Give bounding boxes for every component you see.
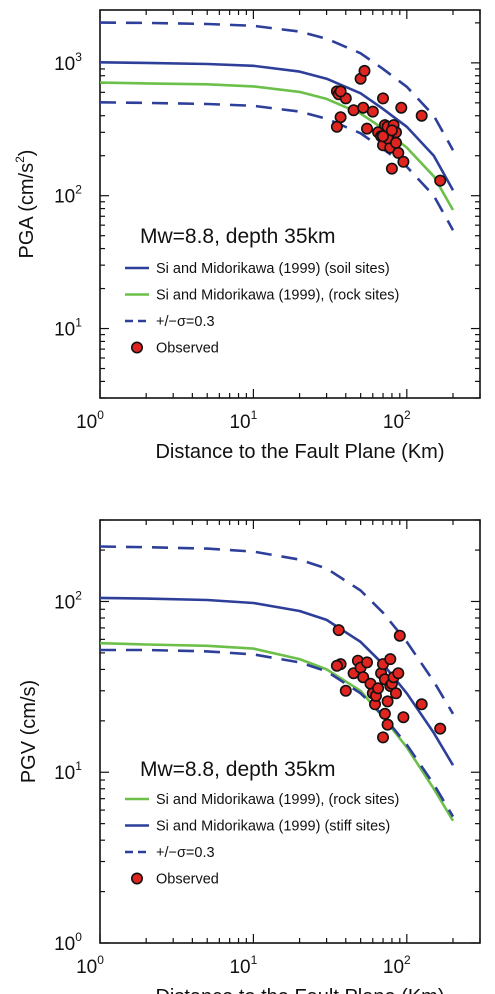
x-tick-label: 102: [383, 408, 411, 433]
observed-point: [376, 130, 389, 143]
observed-point: [384, 653, 397, 666]
pga-chart: 100 101 102 101 102 103 Distance to the Fault …: [13, 9, 481, 463]
observed-point: [434, 722, 447, 735]
soil-sites-curve: [100, 596, 455, 766]
curves: [100, 545, 455, 822]
y-axis-label: PGA (cm/s2): [13, 150, 38, 259]
observed-point: [392, 667, 405, 680]
observed-point: [389, 687, 402, 700]
observed-point: [357, 671, 370, 684]
x-tick-label: 100: [76, 953, 104, 978]
y-tick-label: 101: [54, 316, 82, 341]
rock-sites-curve: [100, 81, 455, 211]
observed-point: [339, 684, 352, 697]
observed-point: [434, 174, 447, 187]
observed-point: [381, 695, 394, 708]
observed-point: [376, 731, 389, 744]
x-tick-label: 102: [383, 953, 411, 978]
observed-point: [330, 659, 343, 672]
y-tick-label: 101: [54, 759, 82, 784]
magnitude-annotation: Mw=8.8, depth 35km: [140, 758, 336, 781]
observed-point: [330, 120, 343, 133]
soil-sites-curve: [100, 61, 455, 191]
y-tick-label: 103: [54, 50, 82, 75]
pgv-chart: 100 101 102 100 101 102 Distance to the Fault …: [18, 519, 481, 994]
plot-frame: [99, 519, 481, 944]
x-axis-label: Distance to the Fault Plane (Km): [155, 986, 444, 994]
y-tick-label: 100: [54, 930, 82, 955]
legend-label: Observed: [156, 872, 219, 888]
sigma-curve: [100, 648, 455, 818]
legend-label: Si and Midorikawa (1999) (soil sites): [156, 261, 390, 277]
observed-point: [372, 682, 385, 695]
plot-frame: [99, 9, 481, 399]
observed-point: [358, 64, 371, 77]
x-tick-label: 101: [229, 408, 257, 433]
sigma-curve: [100, 101, 455, 231]
legend-label: Si and Midorikawa (1999), (rock sites): [156, 792, 399, 808]
sigma-curve: [100, 545, 455, 715]
observed-point: [360, 656, 373, 669]
y-tick-label: 102: [54, 588, 82, 613]
observed-point: [385, 124, 398, 137]
y-axis-label: PGV (cm/s): [18, 680, 40, 783]
legend-swatch-observed: [131, 341, 144, 354]
x-axis-label: Distance to the Fault Plane (Km): [155, 441, 444, 463]
legend-label: +/−σ=0.3: [156, 314, 215, 330]
observed-point: [389, 136, 402, 149]
observed-point: [376, 92, 389, 105]
legend-label: Observed: [156, 341, 219, 357]
observed-point: [397, 155, 410, 168]
observed-point: [334, 85, 347, 98]
legend-label: Si and Midorikawa (1999), (rock sites): [156, 288, 399, 304]
observed-point: [378, 707, 391, 720]
legend-label: +/−σ=0.3: [156, 845, 215, 861]
x-tick-label: 101: [229, 953, 257, 978]
observed-point: [415, 698, 428, 711]
observed-point: [393, 629, 406, 642]
x-tick-label: 100: [76, 408, 104, 433]
legend-swatch-observed: [131, 872, 144, 885]
rock-sites-curve: [100, 641, 455, 822]
observed-point: [360, 122, 373, 135]
observed-point: [415, 109, 428, 122]
curves: [100, 21, 455, 231]
observed-point: [395, 101, 408, 114]
observed-point: [381, 718, 394, 731]
observed-point: [385, 162, 398, 175]
observed-point: [366, 105, 379, 118]
y-tick-label: 102: [54, 183, 82, 208]
legend-label: Si and Midorikawa (1999) (stiff sites): [156, 819, 390, 835]
sigma-curve: [100, 21, 455, 151]
observed-point: [332, 624, 345, 637]
magnitude-annotation: Mw=8.8, depth 35km: [140, 225, 336, 248]
observed-point: [397, 711, 410, 724]
observed-point: [347, 104, 360, 117]
